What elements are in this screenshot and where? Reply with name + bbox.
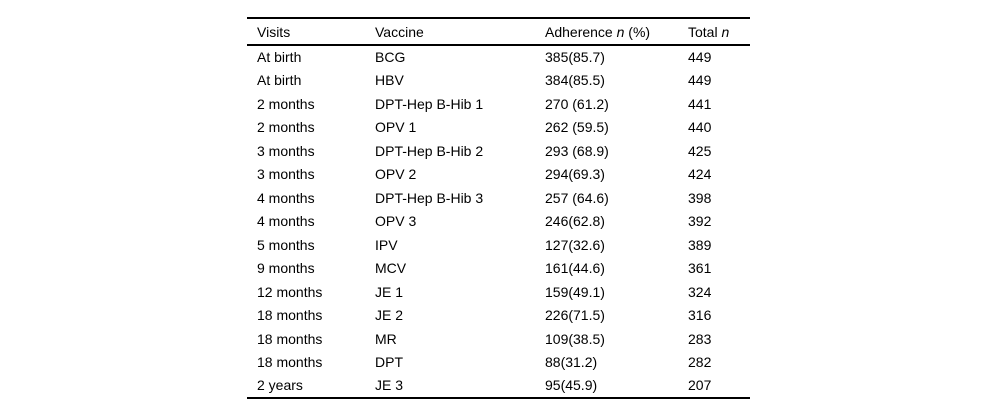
- cell-total: 207: [688, 377, 712, 394]
- cell-vaccine: JE 1: [375, 283, 404, 300]
- header-visits-label: Visits: [257, 23, 291, 40]
- cell-total: 425: [688, 142, 712, 159]
- header-total: Total n: [688, 18, 750, 45]
- header-adherence: Adherence n (%): [545, 18, 688, 45]
- table-row: 3 months OPV 2 294(69.3) 424: [247, 163, 750, 187]
- cell-vaccine: DPT: [375, 354, 403, 371]
- cell-adherence: 384(85.5): [545, 72, 605, 89]
- cell-vaccine: JE 2: [375, 307, 404, 324]
- cell-vaccine: OPV 2: [375, 166, 417, 183]
- table-row: 12 months JE 1 159(49.1) 324: [247, 280, 750, 304]
- cell-adherence: 294(69.3): [545, 166, 605, 183]
- cell-total: 424: [688, 166, 712, 183]
- cell-adherence: 159(49.1): [545, 283, 605, 300]
- cell-visits: 2 years: [257, 377, 303, 394]
- table-row: 2 months DPT-Hep B-Hib 1 270 (61.2) 441: [247, 92, 750, 116]
- cell-total: 389: [688, 236, 712, 253]
- cell-vaccine: JE 3: [375, 377, 404, 394]
- cell-total: 282: [688, 354, 712, 371]
- cell-visits: At birth: [257, 49, 302, 66]
- cell-visits: 9 months: [257, 260, 315, 277]
- table-row: At birth HBV 384(85.5) 449: [247, 69, 750, 93]
- table-row: 4 months OPV 3 246(62.8) 392: [247, 210, 750, 234]
- cell-adherence: 270 (61.2): [545, 95, 609, 112]
- cell-total: 398: [688, 189, 712, 206]
- cell-vaccine: OPV 1: [375, 119, 417, 136]
- cell-adherence: 95(45.9): [545, 377, 598, 394]
- table-row: 2 years JE 3 95(45.9) 207: [247, 374, 750, 398]
- cell-visits: 2 months: [257, 95, 315, 112]
- cell-total: 392: [688, 213, 712, 230]
- cell-total: 441: [688, 95, 712, 112]
- cell-visits: 3 months: [257, 166, 315, 183]
- vaccine-adherence-table: Visits Vaccine Adherence n (%) Total n A…: [247, 17, 750, 399]
- cell-vaccine: BCG: [375, 49, 406, 66]
- header-adherence-prefix: Adherence: [545, 23, 617, 40]
- cell-visits: 4 months: [257, 189, 315, 206]
- cell-adherence: 246(62.8): [545, 213, 605, 230]
- cell-total: 361: [688, 260, 712, 277]
- cell-adherence: 226(71.5): [545, 307, 605, 324]
- cell-visits: 18 months: [257, 307, 323, 324]
- cell-vaccine: DPT-Hep B-Hib 3: [375, 189, 484, 206]
- cell-adherence: 257 (64.6): [545, 189, 609, 206]
- table-row: 5 months IPV 127(32.6) 389: [247, 233, 750, 257]
- table-row: 18 months JE 2 226(71.5) 316: [247, 304, 750, 328]
- table-row: 9 months MCV 161(44.6) 361: [247, 257, 750, 281]
- table-row: 2 months OPV 1 262 (59.5) 440: [247, 116, 750, 140]
- cell-total: 440: [688, 119, 712, 136]
- cell-vaccine: MR: [375, 330, 397, 347]
- cell-total: 449: [688, 72, 712, 89]
- cell-adherence: 109(38.5): [545, 330, 605, 347]
- cell-vaccine: MCV: [375, 260, 407, 277]
- header-total-n: n: [721, 23, 730, 40]
- cell-vaccine: DPT-Hep B-Hib 1: [375, 95, 484, 112]
- header-visits: Visits: [247, 18, 375, 45]
- header-total-prefix: Total: [688, 23, 722, 40]
- cell-adherence: 385(85.7): [545, 49, 605, 66]
- cell-visits: At birth: [257, 72, 302, 89]
- table-row: 4 months DPT-Hep B-Hib 3 257 (64.6) 398: [247, 186, 750, 210]
- cell-adherence: 161(44.6): [545, 260, 605, 277]
- table-row: 18 months MR 109(38.5) 283: [247, 327, 750, 351]
- cell-adherence: 127(32.6): [545, 236, 605, 253]
- cell-adherence: 262 (59.5): [545, 119, 609, 136]
- cell-visits: 5 months: [257, 236, 315, 253]
- table-row: 3 months DPT-Hep B-Hib 2 293 (68.9) 425: [247, 139, 750, 163]
- cell-total: 449: [688, 49, 712, 66]
- cell-visits: 18 months: [257, 354, 323, 371]
- cell-total: 283: [688, 330, 712, 347]
- cell-vaccine: OPV 3: [375, 213, 417, 230]
- header-vaccine: Vaccine: [375, 18, 545, 45]
- cell-total: 316: [688, 307, 712, 324]
- table-body: At birth BCG 385(85.7) 449 At birth HBV …: [247, 45, 750, 398]
- header-vaccine-label: Vaccine: [375, 23, 424, 40]
- cell-visits: 3 months: [257, 142, 315, 159]
- cell-visits: 2 months: [257, 119, 315, 136]
- table-header: Visits Vaccine Adherence n (%) Total n: [247, 18, 750, 45]
- cell-vaccine: HBV: [375, 72, 404, 89]
- vaccine-adherence-table-container: Visits Vaccine Adherence n (%) Total n A…: [247, 17, 750, 399]
- cell-visits: 4 months: [257, 213, 315, 230]
- cell-adherence: 88(31.2): [545, 354, 598, 371]
- table-row: At birth BCG 385(85.7) 449: [247, 45, 750, 69]
- header-row: Visits Vaccine Adherence n (%) Total n: [247, 18, 750, 45]
- cell-total: 324: [688, 283, 712, 300]
- table-row: 18 months DPT 88(31.2) 282: [247, 351, 750, 375]
- header-adherence-n: n: [616, 23, 625, 40]
- cell-adherence: 293 (68.9): [545, 142, 609, 159]
- cell-vaccine: DPT-Hep B-Hib 2: [375, 142, 484, 159]
- cell-visits: 18 months: [257, 330, 323, 347]
- cell-visits: 12 months: [257, 283, 323, 300]
- cell-vaccine: IPV: [375, 236, 398, 253]
- header-adherence-suffix: (%): [624, 23, 651, 40]
